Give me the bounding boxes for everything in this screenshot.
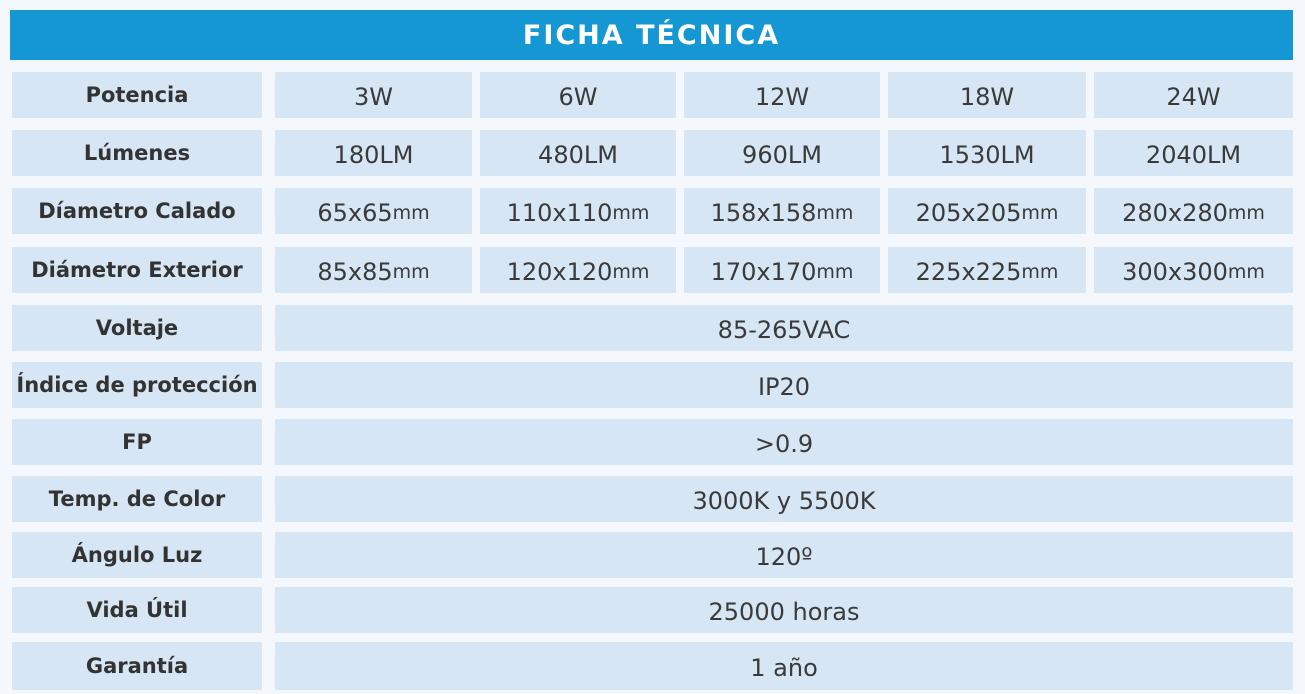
value-cell: 120º: [275, 532, 1293, 578]
value-text: 1 año: [750, 654, 818, 682]
value-cell: 180LM: [275, 130, 472, 176]
value-cell: 1 año: [275, 642, 1293, 690]
value-cell: >0.9: [275, 419, 1293, 465]
value-text: 65x65: [317, 199, 393, 227]
value-text: 170x170: [710, 258, 817, 286]
value-text: 24W: [1166, 83, 1221, 111]
row-label: Potencia: [12, 72, 262, 118]
row-label: Ángulo Luz: [12, 532, 262, 578]
value-cell: 25000 horas: [275, 587, 1293, 633]
value-cell: 300x300 mm: [1094, 247, 1293, 293]
value-text: 280x280: [1122, 199, 1228, 227]
row-label: Vida Útil: [12, 587, 262, 633]
row-label: Lúmenes: [12, 130, 262, 176]
value-text: 300x300: [1122, 258, 1228, 286]
value-unit: mm: [392, 202, 430, 224]
value-text: 480LM: [538, 141, 618, 169]
value-cell: 65x65 mm: [275, 188, 472, 234]
value-unit: mm: [612, 261, 650, 283]
value-cell: 110x110 mm: [480, 188, 676, 234]
value-text: 6W: [558, 83, 598, 111]
value-cell: 120x120 mm: [480, 247, 676, 293]
value-text: 158x158: [710, 199, 817, 227]
value-cell: 85x85 mm: [275, 247, 472, 293]
value-cell: 205x205 mm: [888, 188, 1086, 234]
value-text: 180LM: [333, 141, 414, 169]
value-text: 1530LM: [939, 141, 1035, 169]
value-text: 225x225: [915, 258, 1022, 286]
value-text: 960LM: [742, 141, 822, 169]
value-unit: mm: [1021, 261, 1059, 283]
row-label: FP: [12, 419, 262, 465]
value-cell: 24W: [1094, 72, 1293, 118]
value-text: 110x110: [506, 199, 613, 227]
value-text: 120º: [755, 543, 813, 571]
value-text: 85x85: [317, 258, 393, 286]
value-cell: 12W: [684, 72, 880, 118]
value-text: 3W: [354, 83, 393, 111]
value-text: 25000 horas: [708, 598, 860, 626]
value-text: 205x205: [915, 199, 1022, 227]
value-text: 18W: [959, 83, 1015, 111]
value-cell: 960LM: [684, 130, 880, 176]
value-text: 2040LM: [1145, 141, 1242, 169]
value-cell: 170x170 mm: [684, 247, 880, 293]
value-unit: mm: [1021, 202, 1059, 224]
value-unit: mm: [612, 202, 650, 224]
value-cell: 3000K y 5500K: [275, 476, 1293, 522]
value-cell: 18W: [888, 72, 1086, 118]
value-unit: mm: [1227, 202, 1265, 224]
row-label: Temp. de Color: [12, 476, 262, 522]
value-unit: mm: [816, 202, 854, 224]
value-text: 85-265VAC: [717, 316, 851, 344]
value-unit: mm: [816, 261, 854, 283]
value-text: >0.9: [754, 430, 814, 458]
value-text: 3000K y 5500K: [692, 487, 876, 515]
header-title: FICHA TÉCNICA: [10, 10, 1293, 60]
value-text: 12W: [754, 83, 810, 111]
value-cell: 85-265VAC: [275, 305, 1293, 351]
row-label: Índice de protección: [12, 362, 262, 408]
value-cell: 1530LM: [888, 130, 1086, 176]
value-cell: 3W: [275, 72, 472, 118]
value-cell: 158x158 mm: [684, 188, 880, 234]
value-unit: mm: [1227, 261, 1265, 283]
value-cell: 480LM: [480, 130, 676, 176]
value-cell: 280x280 mm: [1094, 188, 1293, 234]
row-label: Garantía: [12, 642, 262, 690]
value-unit: mm: [392, 261, 430, 283]
row-label: Diámetro Exterior: [12, 247, 262, 293]
value-cell: 6W: [480, 72, 676, 118]
value-cell: IP20: [275, 362, 1293, 408]
row-label: Voltaje: [12, 305, 262, 351]
row-label: Díametro Calado: [12, 188, 262, 234]
value-text: IP20: [757, 373, 811, 401]
value-cell: 2040LM: [1094, 130, 1293, 176]
value-cell: 225x225 mm: [888, 247, 1086, 293]
value-text: 120x120: [506, 258, 613, 286]
